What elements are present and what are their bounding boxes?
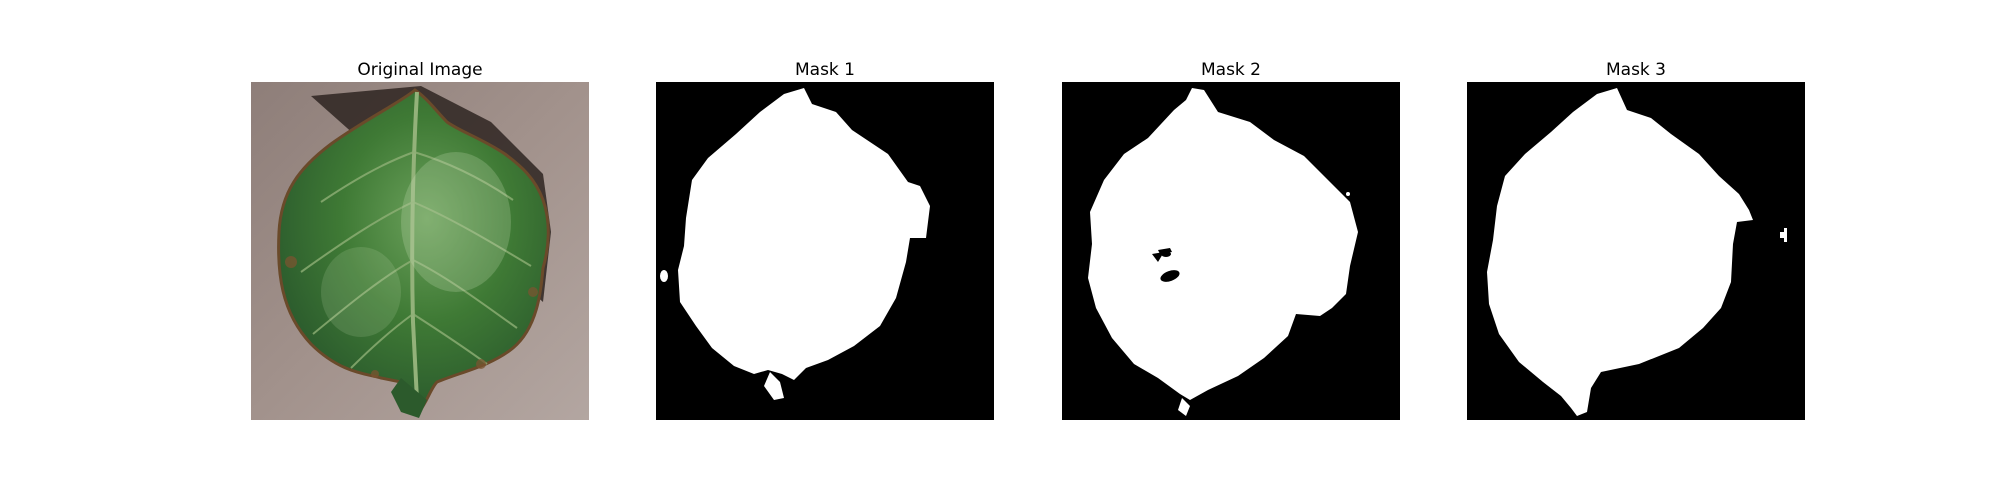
mask-3-title: Mask 3 <box>1605 60 1666 80</box>
mask-1-title: Mask 1 <box>794 60 855 80</box>
original-image-title: Original Image <box>357 60 483 80</box>
mask-2-panel: Mask 2 <box>1062 58 1400 420</box>
mask-1-image <box>656 82 994 420</box>
original-image <box>251 82 589 420</box>
mask-3-panel: Mask 3 <box>1467 58 1805 420</box>
mask-3-image <box>1467 82 1805 420</box>
mask-2-title: Mask 2 <box>1200 60 1261 80</box>
original-image-panel: Original Image <box>251 58 589 420</box>
mask-1-panel: Mask 1 <box>656 58 994 420</box>
mask-2-image <box>1062 82 1400 420</box>
